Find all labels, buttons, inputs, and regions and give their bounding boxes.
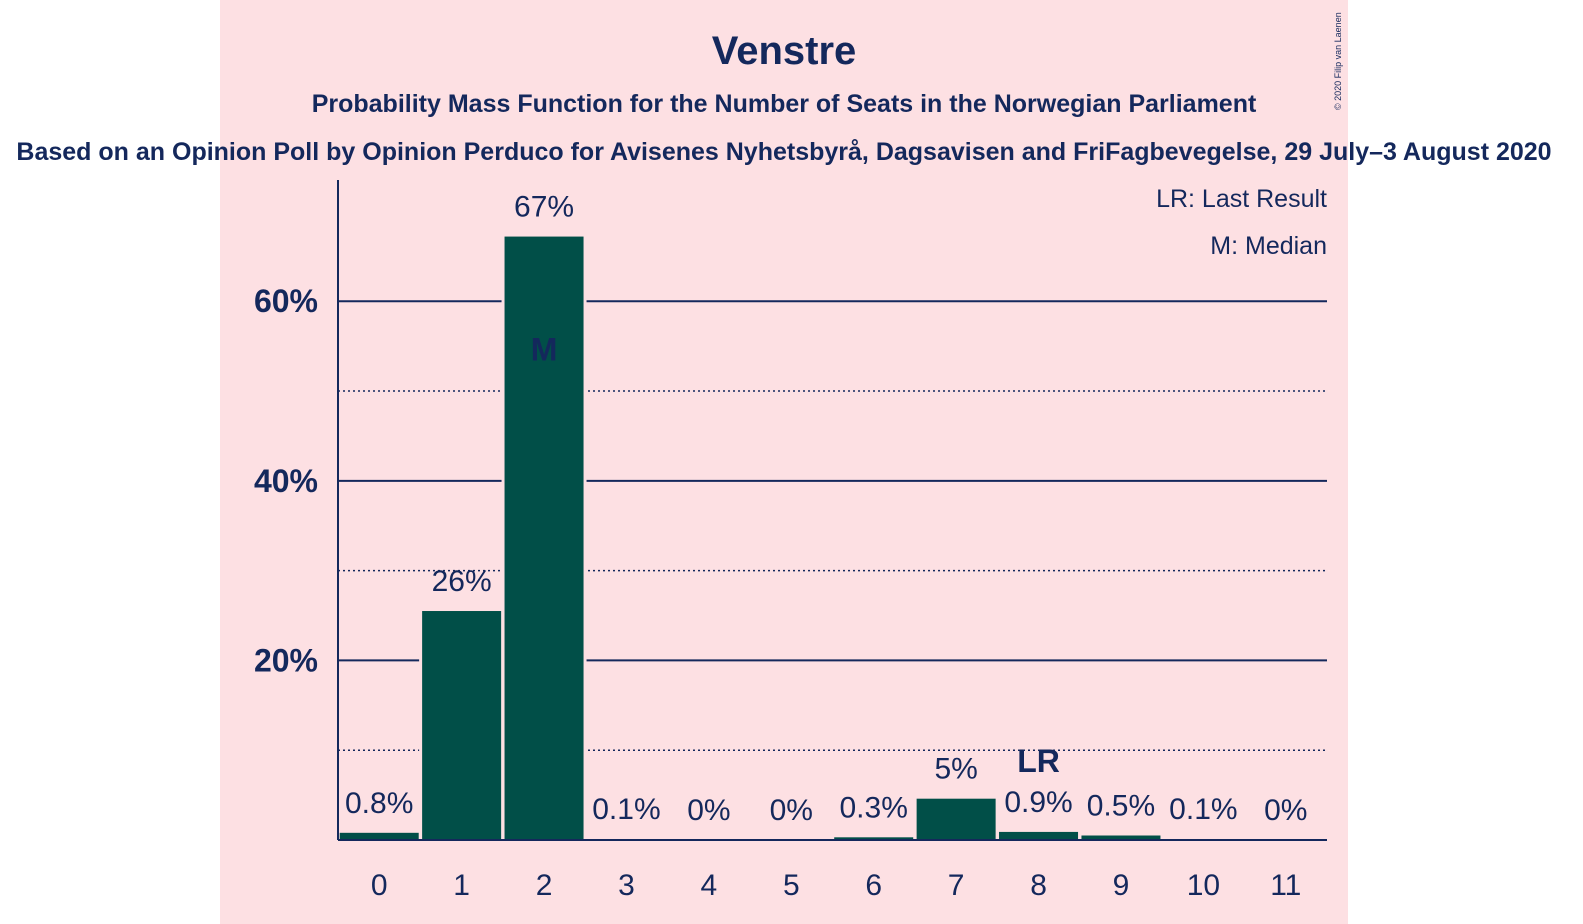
- y-tick-label: 20%: [254, 642, 318, 678]
- x-tick-label: 10: [1187, 869, 1220, 902]
- x-tick-label: 1: [453, 869, 470, 902]
- x-tick-label: 2: [536, 869, 553, 902]
- x-tick-label: 7: [948, 869, 965, 902]
- value-label: 0%: [1264, 794, 1307, 827]
- x-tick-label: 4: [701, 869, 718, 902]
- x-tick-label: 9: [1113, 869, 1130, 902]
- bar-8: [999, 831, 1079, 840]
- bars: [336, 233, 1246, 841]
- bar-6: [834, 837, 914, 840]
- bar-halo: [831, 834, 917, 840]
- value-label: 0.9%: [1004, 786, 1072, 819]
- bar-chart: 20%40%60%00.8%126%267%M30.1%40%50%60.3%7…: [220, 0, 1348, 924]
- bar-1: [422, 611, 502, 840]
- value-label: 67%: [514, 191, 574, 224]
- copyright-text: © 2020 Filip van Laenen: [1333, 12, 1343, 110]
- value-label: 26%: [432, 565, 492, 598]
- x-tick-label: 6: [865, 869, 882, 902]
- y-tick-label: 40%: [254, 463, 318, 499]
- legend-last-result: LR: Last Result: [1156, 185, 1327, 213]
- chart-background: [220, 0, 1348, 924]
- value-label: 0.5%: [1087, 790, 1155, 823]
- bar-halo: [583, 836, 669, 840]
- labels: 20%40%60%00.8%126%267%M30.1%40%50%60.3%7…: [254, 191, 1308, 902]
- median-marker: M: [531, 331, 558, 367]
- bar-9: [1081, 835, 1161, 840]
- x-tick-label: 3: [618, 869, 635, 902]
- x-tick-label: 5: [783, 869, 800, 902]
- legend-median: M: Median: [1210, 232, 1327, 260]
- value-label: 0.1%: [1169, 793, 1237, 826]
- chart-panel: 20% 40% 60% 0 0.8% 1 26% 2 67% M 3 0.1% 4 0% 5 0% 6 0.3% 7…: [220, 0, 1348, 924]
- value-label: 0%: [687, 794, 730, 827]
- chart-title: Venstre: [712, 29, 857, 73]
- value-label: 5%: [934, 753, 977, 786]
- last-result-marker: LR: [1017, 743, 1060, 779]
- value-label: 0.3%: [840, 791, 908, 824]
- y-tick-label: 60%: [254, 283, 318, 319]
- bar-2: [504, 236, 584, 841]
- bar-7: [916, 798, 996, 840]
- chart-subtitle: Probability Mass Function for the Number…: [312, 90, 1257, 118]
- value-label: 0%: [770, 794, 813, 827]
- chart-caption: Based on an Opinion Poll by Opinion Perd…: [16, 138, 1551, 166]
- x-tick-label: 11: [1270, 869, 1301, 902]
- bar-halo: [1160, 836, 1246, 840]
- chart-titles: Venstre Probability Mass Function for th…: [16, 29, 1551, 166]
- x-tick-label: 0: [371, 869, 388, 902]
- axes: [337, 180, 1327, 841]
- bar-0: [339, 832, 419, 840]
- value-label: 0.8%: [345, 787, 413, 820]
- value-label: 0.1%: [592, 793, 660, 826]
- x-tick-label: 8: [1030, 869, 1047, 902]
